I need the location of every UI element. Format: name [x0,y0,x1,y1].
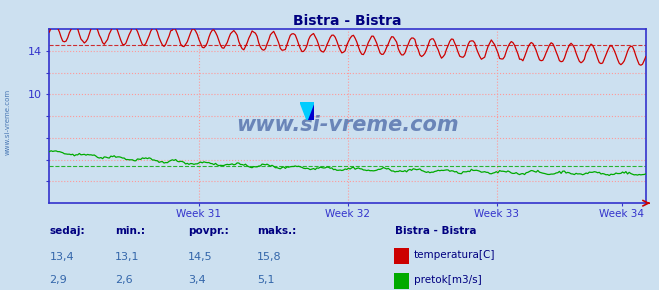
Text: 14,5: 14,5 [188,252,212,262]
Text: temperatura[C]: temperatura[C] [414,250,496,260]
Text: 5,1: 5,1 [257,276,275,285]
Text: 2,9: 2,9 [49,276,67,285]
Text: 2,6: 2,6 [115,276,133,285]
Title: Bistra - Bistra: Bistra - Bistra [293,14,402,28]
Text: povpr.:: povpr.: [188,226,229,236]
Text: www.si-vreme.com: www.si-vreme.com [5,89,11,155]
Text: 15,8: 15,8 [257,252,281,262]
Text: 3,4: 3,4 [188,276,206,285]
Text: Bistra - Bistra: Bistra - Bistra [395,226,477,236]
Text: sedaj:: sedaj: [49,226,85,236]
Text: www.si-vreme.com: www.si-vreme.com [237,115,459,135]
Text: min.:: min.: [115,226,146,236]
Text: pretok[m3/s]: pretok[m3/s] [414,275,482,285]
Text: 13,4: 13,4 [49,252,74,262]
Polygon shape [300,102,314,120]
Text: 13,1: 13,1 [115,252,140,262]
Polygon shape [307,102,314,120]
Text: maks.:: maks.: [257,226,297,236]
